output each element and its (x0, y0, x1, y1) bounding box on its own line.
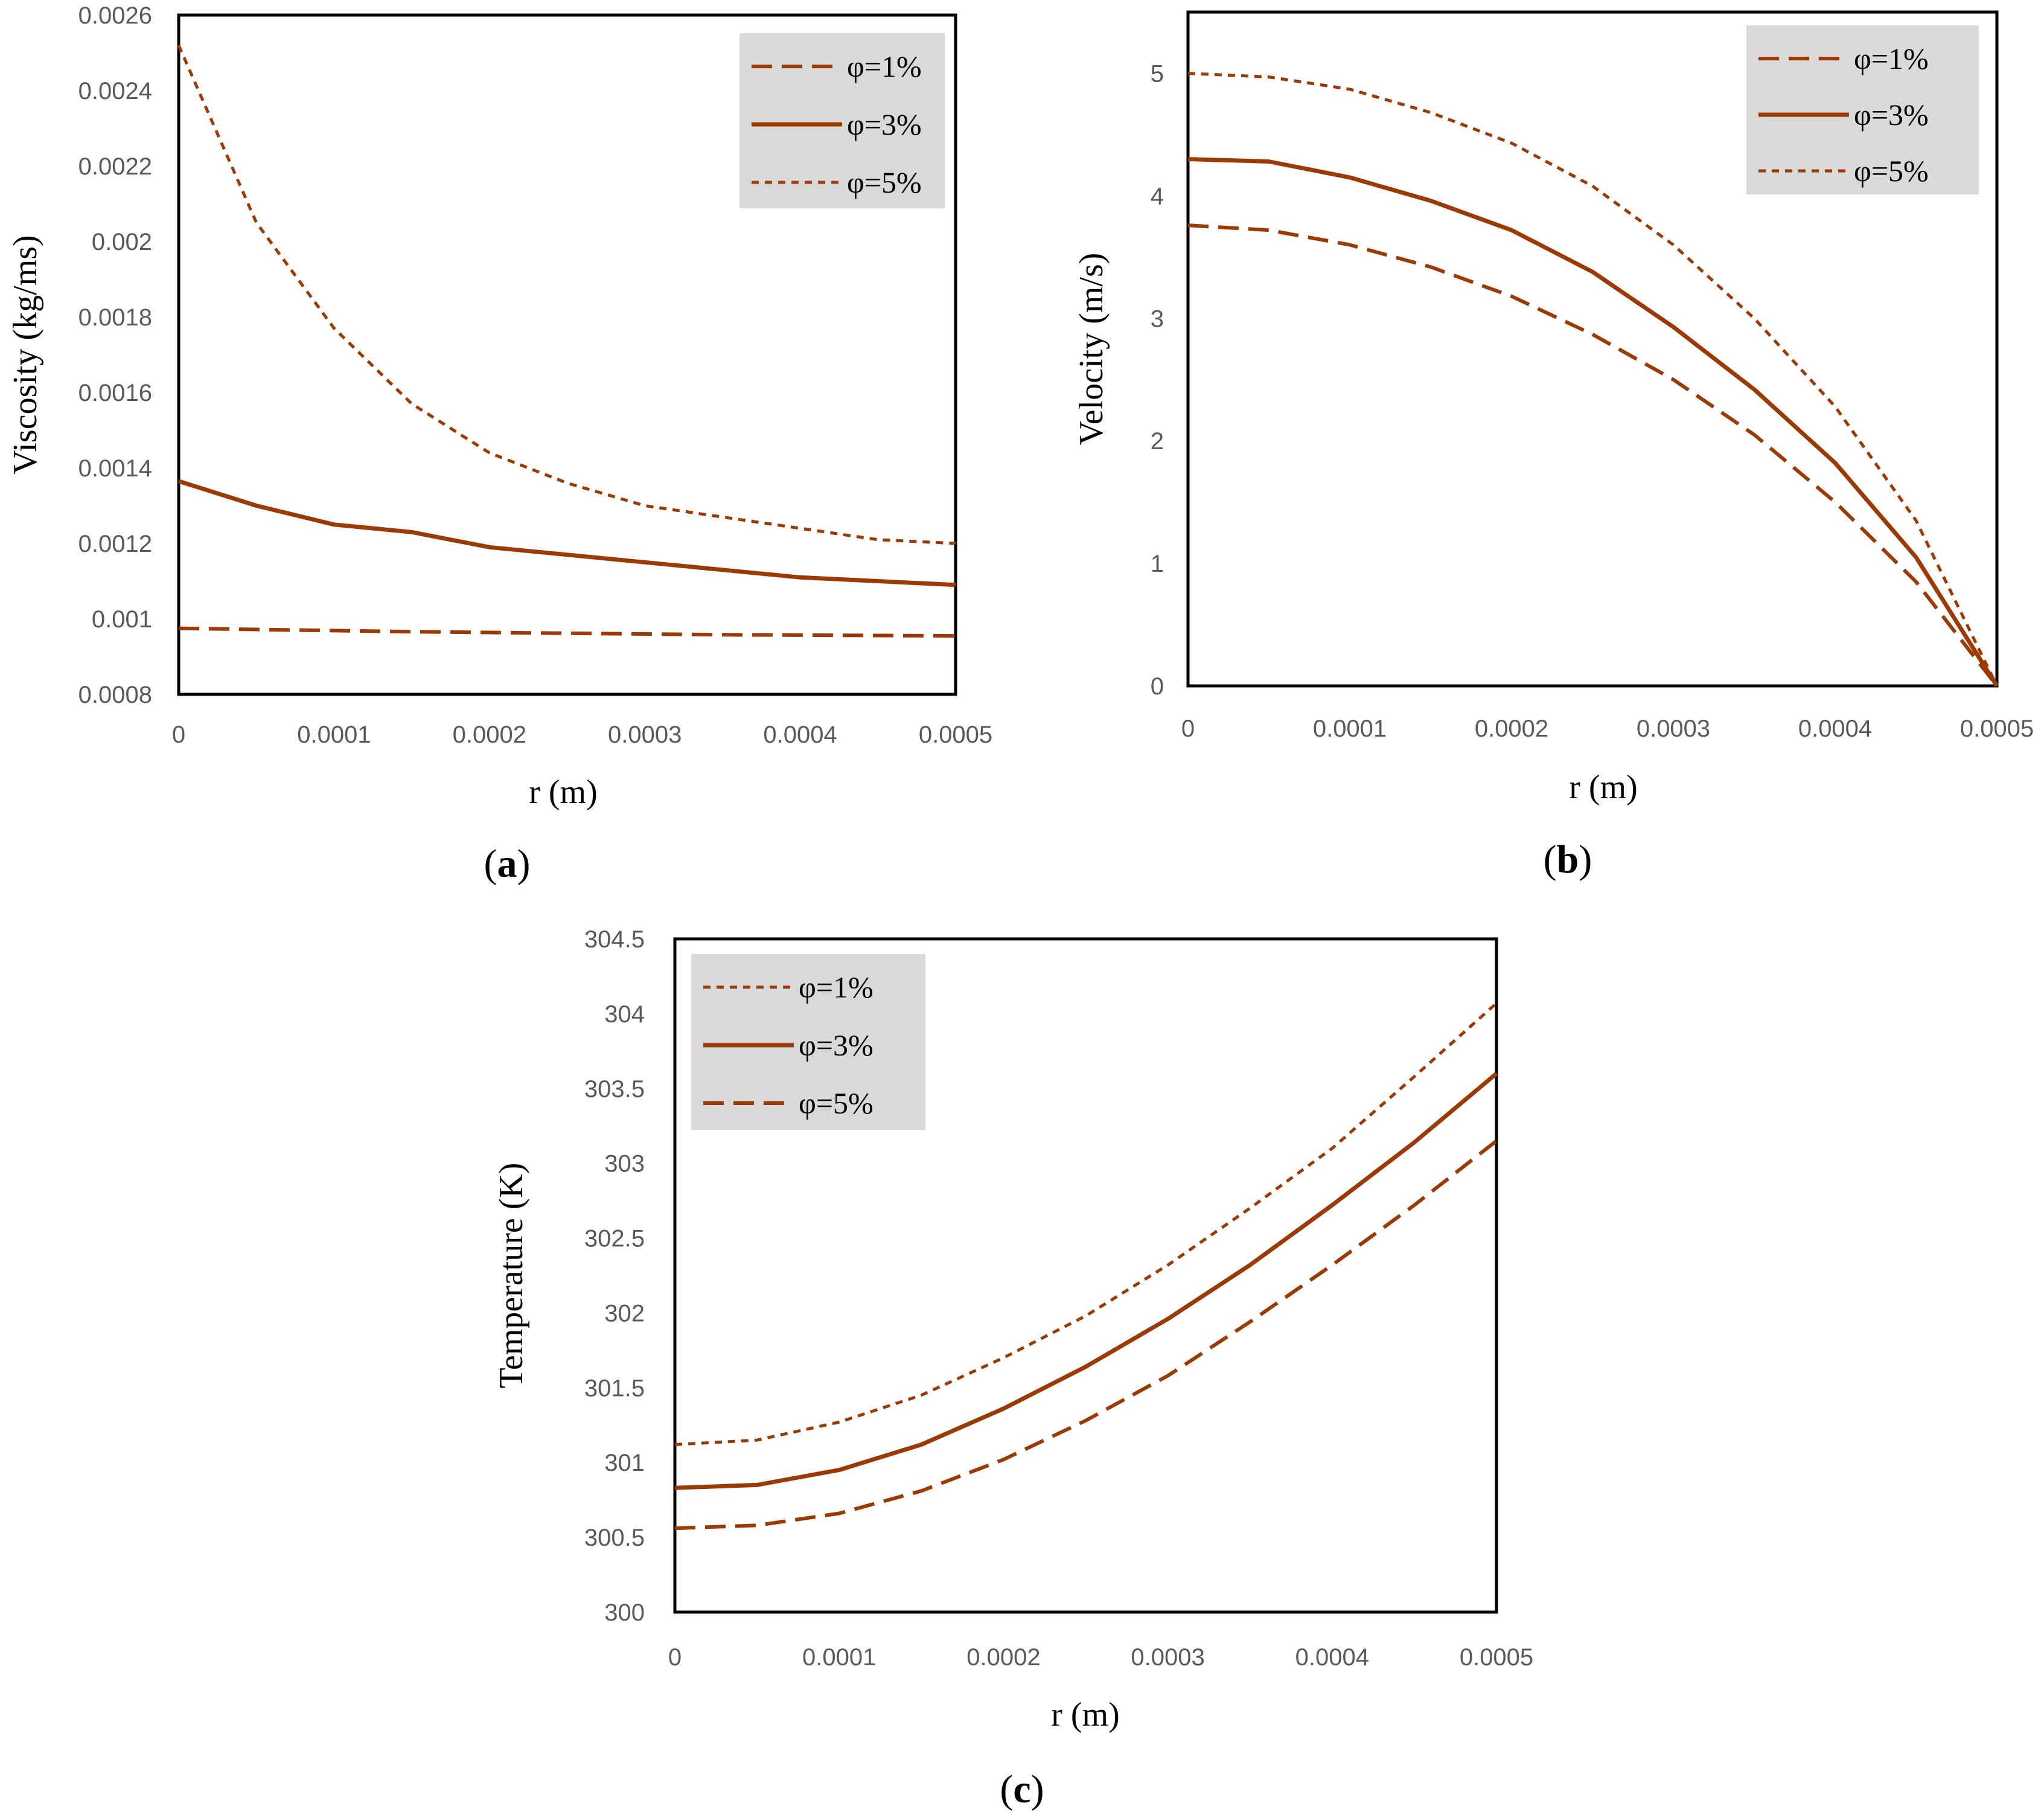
x-tick-label: 0 (172, 722, 185, 748)
x-tick-label: 0.0002 (1475, 715, 1548, 742)
x-axis-title: r (m) (1569, 769, 1638, 806)
legend-label: φ=5% (847, 165, 922, 199)
legend-label: φ=5% (799, 1086, 873, 1120)
chart-a: 0 0.0001 0.0002 0.0003 0.0004 0.0005 0.0008 0.0… (7, 2, 992, 886)
legend-label: φ=1% (1854, 42, 1929, 75)
legend-label: φ=3% (799, 1028, 873, 1062)
y-tick-label: 0.0014 (78, 455, 152, 482)
y-tick-label: 304.5 (584, 926, 645, 953)
series-line-1 (674, 1002, 1498, 1446)
y-tick-label: 0.0012 (78, 531, 152, 557)
x-tick-label: 0.0001 (297, 722, 371, 748)
chart-c: 0 0.0001 0.0002 0.0003 0.0004 0.0005 300 300.5 3… (493, 926, 1533, 1811)
series-line-3 (674, 1139, 1498, 1531)
y-tick-label: 0.0024 (78, 78, 152, 104)
y-tick-label: 300 (604, 1599, 645, 1626)
x-tick-label: 0.0004 (1295, 1644, 1369, 1671)
x-tick-label: 0.0004 (763, 722, 837, 748)
figure-caption: (b) (1544, 837, 1592, 882)
x-tick-label: 0.0002 (966, 1644, 1040, 1671)
x-tick-label: 0.0005 (919, 722, 992, 748)
series-line-3 (177, 44, 956, 545)
x-tick-label: 0.0005 (1960, 715, 2034, 742)
series-line-2 (177, 479, 956, 587)
y-tick-label: 302.5 (584, 1226, 645, 1252)
caption-paren: ) (517, 842, 531, 886)
series-line-1 (178, 626, 956, 638)
plot-frame (1186, 10, 1999, 688)
y-tick-label: 1 (1151, 551, 1164, 577)
y-tick-label: 303 (604, 1151, 645, 1177)
y-tick-label: 0.001 (92, 606, 152, 633)
y-tick-label: 5 (1151, 60, 1164, 87)
series-line-2 (1187, 157, 1999, 687)
plot-frame (177, 13, 957, 696)
y-tick-label: 0.0008 (78, 682, 152, 708)
y-axis-title: Viscosity (kg/ms) (7, 235, 44, 474)
legend-label: φ=1% (799, 970, 873, 1004)
y-tick-label: 0.0016 (78, 380, 152, 406)
x-tick-label: 0.0001 (1313, 715, 1387, 742)
legend-background (1746, 25, 1979, 194)
series-line-3 (1187, 72, 1999, 687)
legend: φ=1% φ=3% φ=5% (739, 33, 945, 208)
x-tick-label: 0.0001 (802, 1644, 876, 1671)
y-tick-label: 0.0022 (78, 153, 152, 180)
x-tick-label: 0 (668, 1644, 682, 1671)
caption-letter: a (497, 842, 517, 886)
y-tick-label: 304 (604, 1001, 645, 1028)
x-tick-label: 0.0003 (1637, 715, 1710, 742)
y-axis-title: Velocity (m/s) (1073, 253, 1110, 446)
legend-label: φ=3% (847, 107, 922, 141)
legend-label: φ=5% (1854, 154, 1929, 188)
y-tick-label: 2 (1151, 428, 1164, 455)
y-tick-label: 301.5 (584, 1375, 645, 1401)
legend-background (691, 954, 925, 1130)
caption-paren: ( (1544, 837, 1557, 882)
series-line-2 (674, 1072, 1498, 1490)
caption-paren: ) (1579, 837, 1592, 882)
legend-label: φ=1% (847, 50, 922, 83)
legend: φ=1% φ=3% φ=5% (1746, 25, 1979, 194)
y-tick-label: 0 (1151, 673, 1164, 700)
x-tick-label: 0.0003 (608, 722, 682, 748)
y-axis-title: Temperature (K) (493, 1163, 530, 1389)
y-tick-label: 302 (604, 1300, 645, 1327)
caption-paren: ( (1000, 1767, 1013, 1811)
chart-b: 0 0.0001 0.0002 0.0003 0.0004 0.0005 0 1 2 3 4 5 r (… (1073, 10, 2034, 882)
y-tick-label: 303.5 (584, 1076, 645, 1103)
caption-paren: ( (484, 842, 497, 886)
y-tick-label: 4 (1151, 183, 1164, 210)
series-line-1 (1187, 223, 1999, 687)
x-tick-label: 0.0002 (453, 722, 526, 748)
legend-background (739, 33, 945, 208)
y-tick-label: 3 (1151, 306, 1164, 332)
plot-frame (673, 937, 1498, 1614)
y-tick-label: 0.0026 (78, 2, 152, 29)
x-tick-label: 0 (1181, 715, 1195, 742)
y-tick-label: 0.0018 (78, 304, 152, 331)
x-tick-label: 0.0005 (1460, 1644, 1533, 1671)
x-axis-title: r (m) (1051, 1696, 1120, 1733)
x-axis-title: r (m) (529, 773, 598, 811)
y-tick-label: 300.5 (584, 1525, 645, 1551)
caption-letter: b (1557, 837, 1579, 882)
figure-caption: (c) (1000, 1767, 1044, 1811)
caption-letter: c (1013, 1767, 1030, 1811)
y-tick-label: 0.002 (92, 229, 152, 255)
caption-paren: ) (1031, 1767, 1044, 1811)
legend-label: φ=3% (1854, 98, 1929, 132)
legend: φ=1% φ=3% φ=5% (691, 954, 925, 1130)
x-tick-label: 0.0004 (1798, 715, 1872, 742)
figure-caption: (a) (484, 842, 531, 886)
x-tick-label: 0.0003 (1131, 1644, 1204, 1671)
y-tick-label: 301 (604, 1450, 645, 1476)
